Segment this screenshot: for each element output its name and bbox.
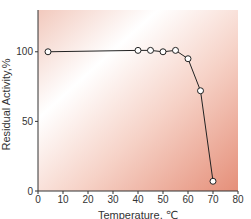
- svg-text:20: 20: [82, 194, 94, 205]
- svg-text:30: 30: [107, 194, 119, 205]
- svg-text:10: 10: [57, 194, 69, 205]
- svg-text:60: 60: [182, 194, 194, 205]
- svg-text:0: 0: [27, 186, 33, 197]
- svg-text:80: 80: [232, 194, 243, 205]
- svg-text:Residual Activity,%: Residual Activity,%: [8, 58, 12, 150]
- svg-text:50: 50: [22, 116, 34, 127]
- svg-text:100: 100: [16, 46, 33, 57]
- svg-text:40: 40: [132, 194, 144, 205]
- svg-text:70: 70: [207, 194, 219, 205]
- svg-text:Temperature, ℃: Temperature, ℃: [98, 209, 178, 219]
- svg-text:0: 0: [35, 194, 41, 205]
- svg-text:50: 50: [157, 194, 169, 205]
